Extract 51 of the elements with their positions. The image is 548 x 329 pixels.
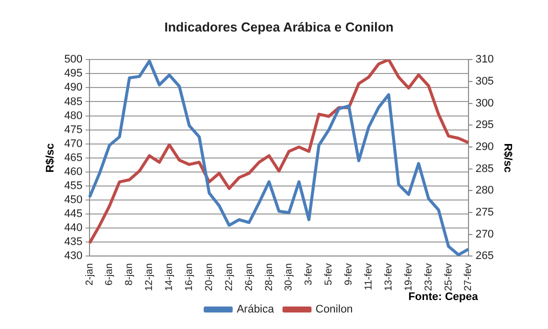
y2-tick-label: 310 (475, 54, 494, 66)
x-tick-label: 11-fev (363, 263, 374, 290)
legend-label: Arábica (236, 304, 275, 316)
y-tick-label: 475 (64, 124, 83, 136)
x-tick-label: 23-fev (423, 263, 434, 291)
y-tick-label: 435 (64, 236, 83, 248)
source-note: Fonte: Cepea (408, 291, 479, 304)
y2-tick-label: 290 (475, 141, 494, 154)
x-tick-label: 28-jan (264, 263, 275, 292)
x-tick-label: 30-jan (284, 263, 295, 292)
y-tick-label: 465 (64, 152, 83, 164)
x-tick-label: 2-jan (84, 263, 96, 286)
x-tick-label: 27-fev (463, 263, 474, 291)
y2-tick-label: 285 (475, 162, 494, 175)
x-tick-label: 6-jan (104, 263, 116, 286)
x-tick-label: 9-fev (344, 263, 355, 286)
y2-tick-label: 280 (475, 184, 494, 197)
y-tick-label: 500 (64, 54, 83, 66)
legend-label: Conilon (315, 304, 353, 316)
y2-tick-label: 305 (475, 75, 494, 88)
y2-tick-label: 300 (475, 97, 494, 110)
x-tick-label: 19-fev (403, 263, 414, 291)
y-tick-label: 470 (64, 138, 83, 150)
x-tick-label: 14-jan (164, 263, 176, 292)
x-tick-label: 26-jan (244, 263, 255, 292)
x-tick-label: 13-fev (383, 263, 394, 291)
x-tick-label: 20-jan (204, 263, 215, 292)
x-tick-label: 22-jan (224, 263, 235, 292)
y2-tick-label: 270 (475, 228, 494, 240)
x-tick-label: 3-fev (304, 263, 315, 286)
x-tick-label: 5-fev (324, 263, 335, 286)
y-axis-title: R$/sc (44, 143, 57, 173)
y-tick-label: 495 (64, 68, 83, 80)
y2-tick-label: 275 (475, 206, 494, 219)
chart-title: Indicadores Cepea Arábica e Conilon (164, 19, 394, 34)
y-tick-label: 460 (64, 166, 83, 178)
y-tick-label: 485 (64, 96, 83, 108)
y-tick-label: 445 (64, 208, 83, 220)
y2-axis-title: R$/sc (501, 143, 514, 173)
y2-tick-label: 265 (475, 250, 494, 262)
y-tick-label: 430 (64, 250, 83, 262)
x-tick-label: 12-jan (144, 263, 156, 292)
y2-tick-label: 295 (475, 119, 494, 132)
y-tick-label: 480 (64, 110, 83, 122)
y-tick-label: 440 (64, 222, 83, 234)
y-tick-label: 450 (64, 194, 83, 206)
x-tick-label: 16-jan (184, 263, 196, 292)
y-tick-label: 455 (64, 180, 83, 192)
x-tick-label: 25-fev (443, 263, 454, 291)
y-tick-label: 490 (64, 82, 83, 94)
x-tick-label: 8-jan (124, 263, 136, 286)
